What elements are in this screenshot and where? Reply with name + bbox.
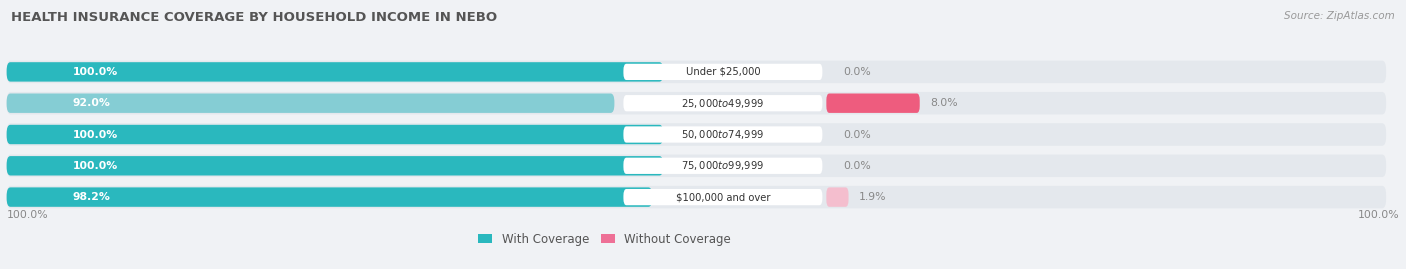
- Text: 92.0%: 92.0%: [73, 98, 111, 108]
- Text: 100.0%: 100.0%: [1358, 210, 1399, 220]
- Text: 0.0%: 0.0%: [844, 67, 872, 77]
- Text: Under $25,000: Under $25,000: [686, 67, 761, 77]
- Text: 100.0%: 100.0%: [73, 161, 118, 171]
- Legend: With Coverage, Without Coverage: With Coverage, Without Coverage: [478, 233, 731, 246]
- FancyBboxPatch shape: [7, 125, 664, 144]
- FancyBboxPatch shape: [7, 154, 1386, 177]
- Text: 8.0%: 8.0%: [931, 98, 957, 108]
- FancyBboxPatch shape: [623, 126, 823, 143]
- Text: $25,000 to $49,999: $25,000 to $49,999: [682, 97, 765, 110]
- FancyBboxPatch shape: [827, 187, 849, 207]
- Text: 100.0%: 100.0%: [73, 129, 118, 140]
- Text: 100.0%: 100.0%: [7, 210, 48, 220]
- Text: 0.0%: 0.0%: [844, 161, 872, 171]
- Text: 98.2%: 98.2%: [73, 192, 111, 202]
- Text: $75,000 to $99,999: $75,000 to $99,999: [682, 159, 765, 172]
- FancyBboxPatch shape: [7, 187, 652, 207]
- Text: 0.0%: 0.0%: [844, 129, 872, 140]
- Text: $50,000 to $74,999: $50,000 to $74,999: [682, 128, 765, 141]
- FancyBboxPatch shape: [623, 158, 823, 174]
- Text: Source: ZipAtlas.com: Source: ZipAtlas.com: [1284, 11, 1395, 21]
- FancyBboxPatch shape: [827, 94, 920, 113]
- Text: $100,000 and over: $100,000 and over: [676, 192, 770, 202]
- FancyBboxPatch shape: [623, 64, 823, 80]
- FancyBboxPatch shape: [623, 189, 823, 205]
- FancyBboxPatch shape: [7, 186, 1386, 208]
- FancyBboxPatch shape: [7, 123, 1386, 146]
- FancyBboxPatch shape: [7, 156, 664, 175]
- FancyBboxPatch shape: [7, 62, 664, 82]
- FancyBboxPatch shape: [7, 94, 614, 113]
- Text: HEALTH INSURANCE COVERAGE BY HOUSEHOLD INCOME IN NEBO: HEALTH INSURANCE COVERAGE BY HOUSEHOLD I…: [11, 11, 498, 24]
- Text: 100.0%: 100.0%: [73, 67, 118, 77]
- FancyBboxPatch shape: [7, 61, 1386, 83]
- FancyBboxPatch shape: [7, 92, 1386, 115]
- Text: 1.9%: 1.9%: [859, 192, 887, 202]
- FancyBboxPatch shape: [623, 95, 823, 111]
